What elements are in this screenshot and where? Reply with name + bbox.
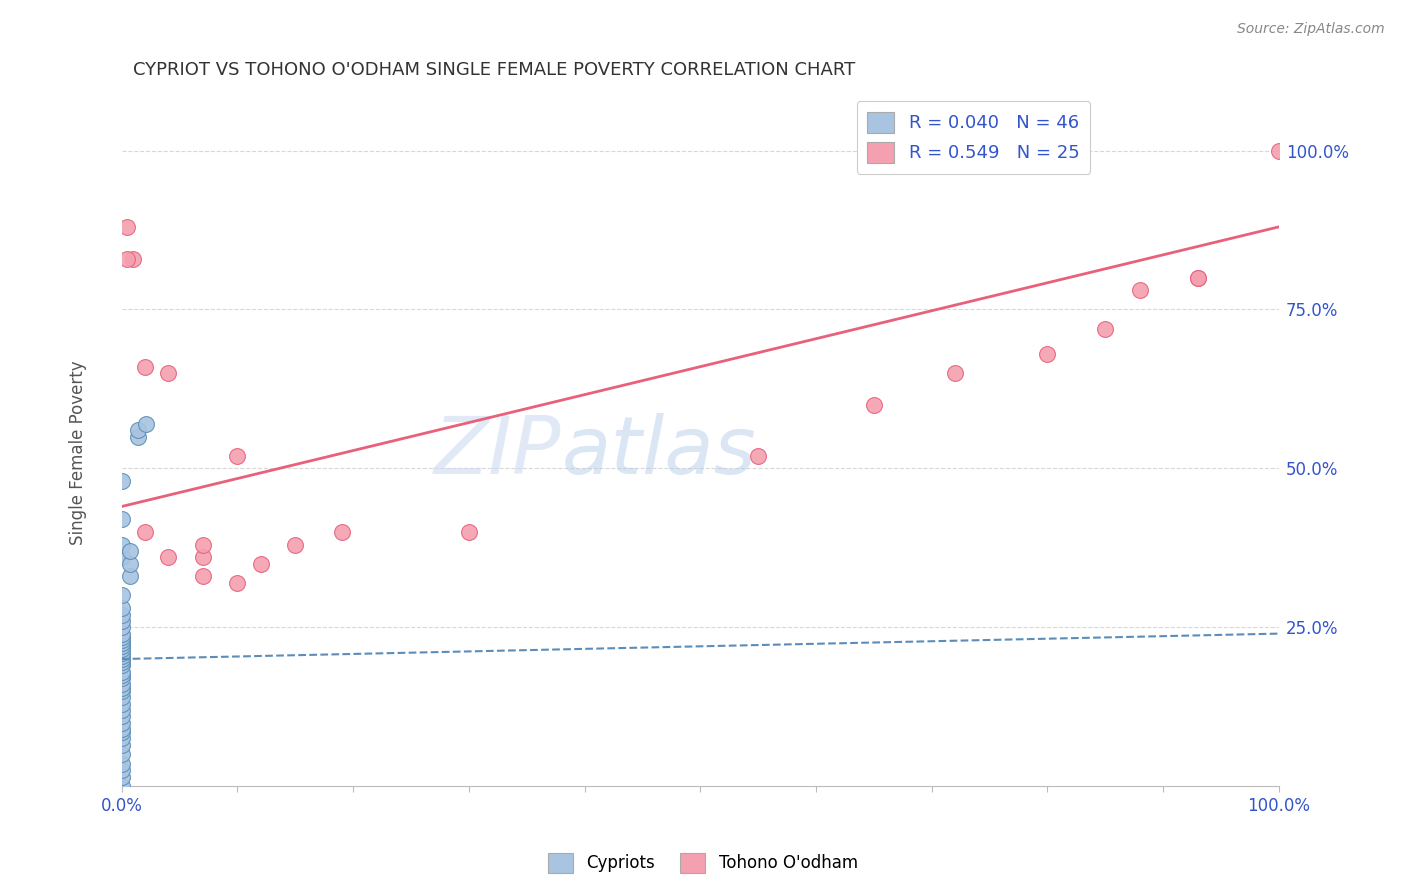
Point — [111, 756, 134, 771]
Point — [127, 429, 149, 443]
Point — [111, 665, 134, 679]
Point — [111, 747, 134, 762]
Point — [111, 764, 134, 778]
Point — [111, 725, 134, 739]
Point — [111, 652, 134, 666]
Point — [111, 738, 134, 752]
Legend: Cypriots, Tohono O'odham: Cypriots, Tohono O'odham — [541, 847, 865, 880]
Point — [111, 607, 134, 622]
Point — [111, 550, 134, 565]
Point — [111, 512, 134, 526]
Point — [118, 557, 141, 571]
Point — [249, 557, 271, 571]
Point — [117, 252, 139, 266]
Point — [111, 671, 134, 685]
Point — [111, 614, 134, 628]
Point — [111, 630, 134, 644]
Point — [111, 646, 134, 660]
Point — [111, 474, 134, 488]
Point — [1129, 284, 1152, 298]
Point — [127, 423, 149, 437]
Point — [943, 366, 966, 380]
Point — [111, 703, 134, 717]
Point — [111, 601, 134, 615]
Point — [1036, 347, 1059, 361]
Point — [111, 709, 134, 723]
Point — [111, 770, 134, 784]
Point — [1187, 270, 1209, 285]
Point — [111, 636, 134, 650]
Point — [111, 620, 134, 634]
Point — [156, 366, 179, 380]
Point — [111, 690, 134, 705]
Point — [191, 538, 214, 552]
Text: Single Female Poverty: Single Female Poverty — [69, 360, 87, 545]
Point — [1268, 144, 1291, 158]
Point — [111, 731, 134, 746]
Point — [118, 569, 141, 583]
Point — [111, 632, 134, 647]
Point — [135, 417, 157, 431]
Point — [111, 538, 134, 552]
Point — [134, 359, 156, 374]
Text: CYPRIOT VS TOHONO O'ODHAM SINGLE FEMALE POVERTY CORRELATION CHART: CYPRIOT VS TOHONO O'ODHAM SINGLE FEMALE … — [134, 61, 855, 78]
Point — [1187, 270, 1209, 285]
Point — [117, 219, 139, 234]
Point — [111, 683, 134, 698]
Point — [111, 668, 134, 682]
Point — [111, 640, 134, 654]
Point — [111, 722, 134, 736]
Point — [111, 626, 134, 640]
Point — [111, 648, 134, 663]
Point — [111, 677, 134, 691]
Point — [111, 715, 134, 730]
Point — [111, 642, 134, 657]
Point — [226, 575, 249, 590]
Text: ZIP: ZIP — [434, 414, 561, 491]
Point — [118, 544, 141, 558]
Point — [863, 398, 886, 412]
Point — [122, 252, 145, 266]
Point — [111, 655, 134, 669]
Point — [747, 449, 769, 463]
Legend: R = 0.040   N = 46, R = 0.549   N = 25: R = 0.040 N = 46, R = 0.549 N = 25 — [856, 101, 1091, 174]
Point — [191, 569, 214, 583]
Point — [111, 779, 134, 793]
Point — [134, 524, 156, 539]
Point — [111, 697, 134, 711]
Point — [330, 524, 353, 539]
Point — [111, 589, 134, 603]
Point — [284, 538, 307, 552]
Point — [111, 658, 134, 673]
Text: Source: ZipAtlas.com: Source: ZipAtlas.com — [1237, 22, 1385, 37]
Point — [111, 681, 134, 695]
Point — [1094, 321, 1116, 335]
Point — [191, 550, 214, 565]
Point — [156, 550, 179, 565]
Point — [226, 449, 249, 463]
Text: atlas: atlas — [561, 414, 756, 491]
Point — [457, 524, 479, 539]
